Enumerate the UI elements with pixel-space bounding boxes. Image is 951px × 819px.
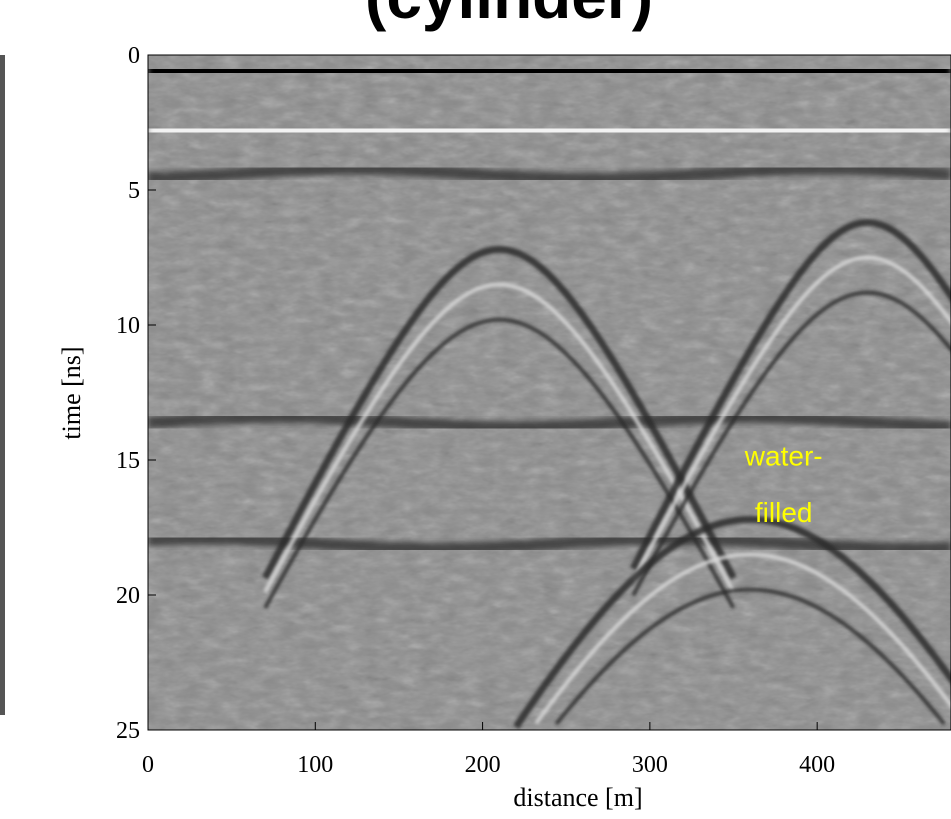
chart-title: (cylinder) <box>365 0 653 32</box>
y-tick-label: 25 <box>116 718 140 744</box>
hyperbola-1-0 <box>629 218 951 571</box>
hyperbola-0-2 <box>263 317 736 609</box>
hyperbola-1-1 <box>631 255 951 583</box>
y-tick-label: 0 <box>128 43 140 69</box>
hyperbola-2-1 <box>534 552 951 725</box>
x-tick-label: 0 <box>142 752 154 778</box>
x-axis-label: distance [m] <box>513 783 642 812</box>
x-tick-label: 300 <box>632 752 668 778</box>
x-axis: 0 100 200 300 400 <box>142 722 835 778</box>
y-tick-label: 5 <box>128 178 140 204</box>
band-2 <box>148 162 951 185</box>
annotation-label: filled <box>755 497 813 528</box>
y-axis: 0 5 10 15 20 25 <box>116 43 156 744</box>
hyperbola-2-0 <box>513 515 951 729</box>
plot-frame <box>147 54 951 731</box>
annotation-label: water- <box>744 440 823 471</box>
x-tick-label: 100 <box>297 752 333 778</box>
hyperbola-1-2 <box>631 290 951 597</box>
hyperbolas <box>261 218 951 729</box>
neighbor-panel-edge <box>0 55 5 715</box>
y-tick-label: 20 <box>116 583 140 609</box>
band-3 <box>148 411 951 434</box>
plot-area <box>148 55 951 730</box>
x-tick-label: 400 <box>799 752 835 778</box>
x-tick-label: 200 <box>465 752 501 778</box>
hyperbola-0-0 <box>261 245 737 580</box>
band-0 <box>148 56 951 86</box>
y-tick-label: 15 <box>116 448 140 474</box>
y-axis-label: time [ns] <box>57 346 86 439</box>
hyperbola-2-2 <box>554 587 946 726</box>
band-1 <box>148 119 951 143</box>
hyperbola-0-1 <box>263 282 736 594</box>
annotations: water-filled <box>744 440 823 528</box>
reflection-bands <box>148 56 951 555</box>
y-tick-label: 10 <box>116 313 140 339</box>
texture-noise <box>148 55 951 730</box>
